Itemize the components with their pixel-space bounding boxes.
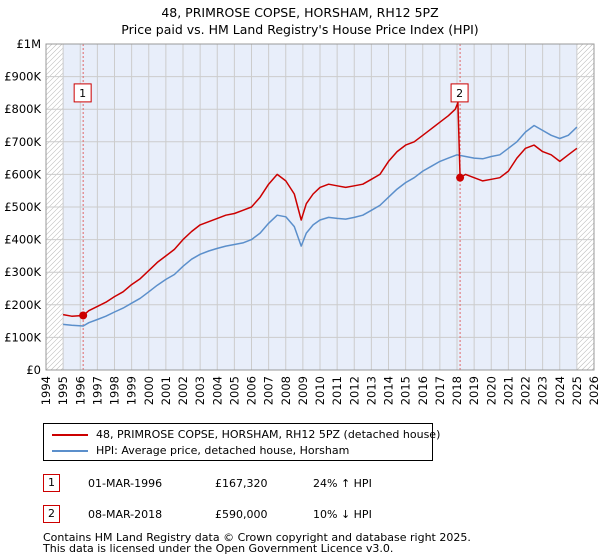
legend-swatch-hpi xyxy=(52,450,88,452)
series-line-hpi xyxy=(63,124,578,327)
plot-frame xyxy=(45,43,595,371)
x-tick-label: 2001 xyxy=(159,376,173,405)
x-tick-label: 1996 xyxy=(73,376,87,405)
x-tick-label: 2013 xyxy=(364,376,378,405)
x-tick-label: 1994 xyxy=(39,376,53,405)
x-tick-label: 2000 xyxy=(142,376,156,405)
y-tick-label: £1M xyxy=(16,37,41,51)
x-tick-label: 2016 xyxy=(416,376,430,405)
y-tick-label: £500K xyxy=(4,200,41,214)
sale-date-1: 01-MAR-1996 xyxy=(88,477,163,490)
legend-label-hpi: HPI: Average price, detached house, Hors… xyxy=(96,444,350,457)
x-tick-label: 2004 xyxy=(210,376,224,405)
y-tick-label: £200K xyxy=(4,298,41,312)
x-tick-label: 2012 xyxy=(347,376,361,405)
sale-label-box-2 xyxy=(450,83,469,103)
x-tick-label: 2015 xyxy=(399,376,413,405)
sale-point-2 xyxy=(456,173,465,182)
sale-date-2: 08-MAR-2018 xyxy=(88,508,163,521)
sale-point-1 xyxy=(79,311,88,320)
sale-row-2: 2 08-MAR-2018 £590,000 10% ↓ HPI xyxy=(0,505,600,525)
x-tick-label: 2026 xyxy=(587,376,600,405)
price-chart: £0 £100K £200K £300K £400K £500K £600K £700K £80… xyxy=(4,37,600,405)
y-tick-label: £400K xyxy=(4,233,41,247)
sale-label-2: 2 xyxy=(456,87,463,100)
chart-title: 48, PRIMROSE COPSE, HORSHAM, RH12 5PZ xyxy=(161,5,439,20)
sale-badge-1: 1 xyxy=(43,474,60,492)
sale-price-2: £590,000 xyxy=(215,508,268,521)
sale-hpi-1: 24% ↑ HPI xyxy=(313,477,372,490)
legend-swatch-property xyxy=(52,434,88,436)
legend-label-property: 48, PRIMROSE COPSE, HORSHAM, RH12 5PZ (d… xyxy=(96,428,441,441)
y-tick-label: £700K xyxy=(4,135,41,149)
sale-price-1: £167,320 xyxy=(215,477,268,490)
x-tick-label: 2010 xyxy=(313,376,327,405)
y-tick-label: £300K xyxy=(4,265,41,279)
x-tick-label: 2021 xyxy=(501,376,515,405)
y-tick-label: £900K xyxy=(4,70,41,84)
x-tick-label: 2006 xyxy=(245,376,259,405)
sale-hpi-2: 10% ↓ HPI xyxy=(313,508,372,521)
x-tick-label: 2020 xyxy=(484,376,498,405)
x-tick-label: 2007 xyxy=(262,376,276,405)
x-tick-label: 1999 xyxy=(125,376,139,405)
x-tick-label: 2018 xyxy=(450,376,464,405)
x-tick-label: 1997 xyxy=(90,376,104,405)
footer-licence: This data is licensed under the Open Gov… xyxy=(43,542,394,555)
sale-badge-2: 2 xyxy=(43,505,60,523)
y-tick-label: £800K xyxy=(4,102,41,116)
x-tick-label: 2025 xyxy=(570,376,584,405)
x-tick-label: 2014 xyxy=(382,376,396,405)
x-tick-label: 1998 xyxy=(108,376,122,405)
x-tick-label: 2024 xyxy=(553,376,567,405)
x-tick-label: 1995 xyxy=(56,376,70,405)
sale-row-1: 1 01-MAR-1996 £167,320 24% ↑ HPI xyxy=(0,474,600,494)
y-tick-label: £600K xyxy=(4,167,41,181)
x-tick-label: 2009 xyxy=(296,376,310,405)
x-tick-label: 2005 xyxy=(227,376,241,405)
footer-copyright: Contains HM Land Registry data © Crown c… xyxy=(43,531,471,544)
sale-label-1: 1 xyxy=(79,87,86,100)
y-tick-label: £0 xyxy=(26,363,41,377)
legend: 48, PRIMROSE COPSE, HORSHAM, RH12 5PZ (d… xyxy=(43,423,440,461)
x-tick-label: 2003 xyxy=(193,376,207,405)
chart-subtitle: Price paid vs. HM Land Registry's House … xyxy=(121,22,479,37)
x-tick-label: 2019 xyxy=(467,376,481,405)
sale-label-box-1 xyxy=(73,83,92,103)
x-tick-label: 2023 xyxy=(536,376,550,405)
series-line-property xyxy=(62,101,578,317)
x-tick-label: 2022 xyxy=(519,376,533,405)
footer: Contains HM Land Registry data © Crown c… xyxy=(43,532,471,554)
x-tick-label: 2017 xyxy=(433,376,447,405)
chart-title-block: 48, PRIMROSE COPSE, HORSHAM, RH12 5PZ Pr… xyxy=(0,4,600,38)
x-tick-label: 2008 xyxy=(279,376,293,405)
y-tick-label: £100K xyxy=(4,330,41,344)
x-tick-label: 2011 xyxy=(330,376,344,405)
x-tick-label: 2002 xyxy=(176,376,190,405)
